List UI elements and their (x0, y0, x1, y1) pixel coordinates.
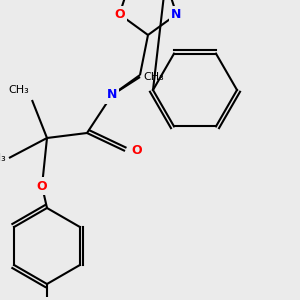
Text: O: O (37, 179, 47, 193)
Text: O: O (114, 8, 125, 21)
Text: CH₃: CH₃ (8, 85, 29, 95)
Text: N: N (107, 88, 117, 101)
Text: N: N (171, 8, 182, 21)
Text: Cl: Cl (40, 299, 54, 300)
Text: CH₃: CH₃ (143, 72, 164, 82)
Text: CH₃: CH₃ (0, 153, 6, 163)
Text: O: O (131, 145, 142, 158)
